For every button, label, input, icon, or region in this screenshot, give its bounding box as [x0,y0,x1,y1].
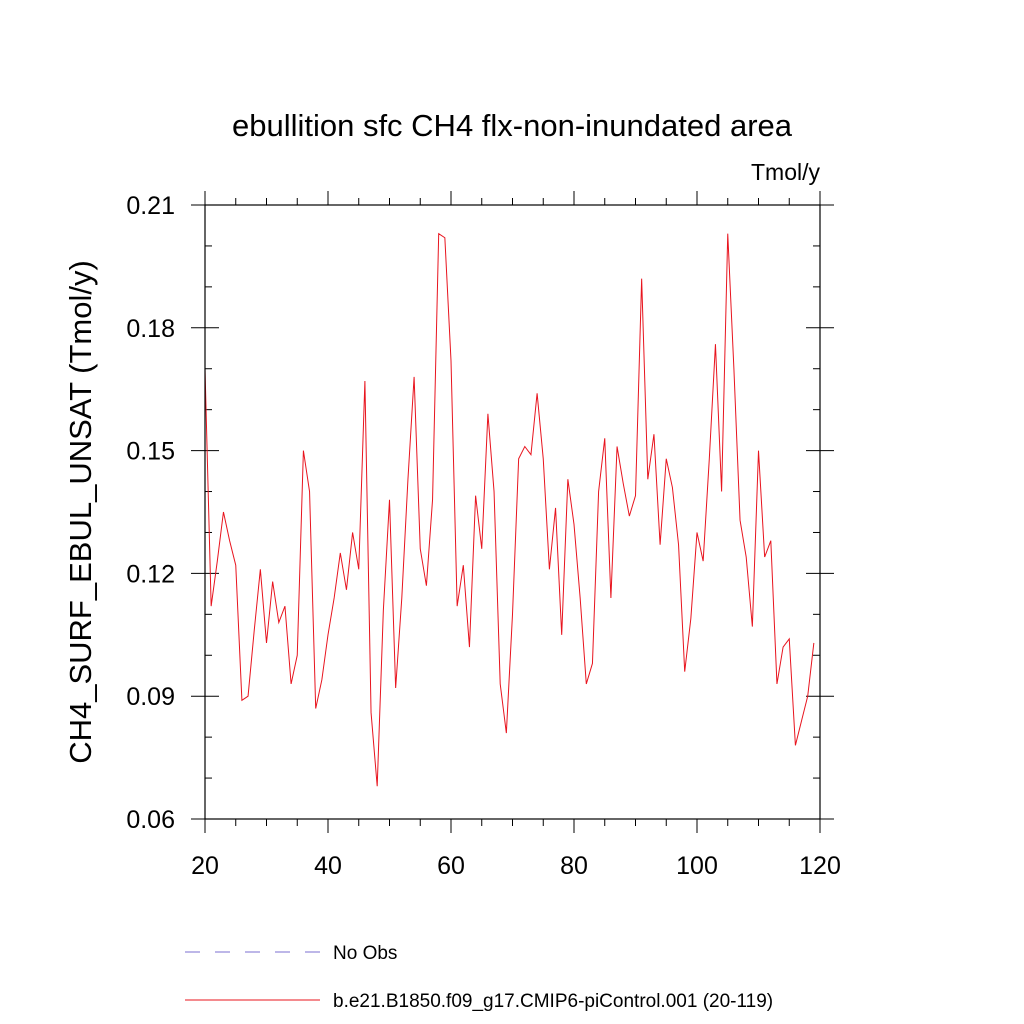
axis-ticks [191,191,834,833]
series-layer [204,232,815,787]
x-tick-label: 120 [799,852,841,880]
tick-labels: 20 40 60 80 100 120 0.06 0.09 0.12 0.15 0.18 0.21 [126,192,841,880]
y-axis-label: CH4_SURF_EBUL_UNSAT (Tmol/y) [63,260,98,764]
y-tick-label: 0.12 [126,560,175,588]
legend-label: b.e21.B1850.f09_g17.CMIP6-piControl.001 … [333,991,773,1012]
series-line [204,232,815,787]
chart-title: ebullition sfc CH4 flx-non-inundated are… [232,108,793,143]
legend: No Obs b.e21.B1850.f09_g17.CMIP6-piContro… [185,943,773,1012]
x-tick-label: 20 [191,852,219,880]
legend-label: No Obs [333,943,397,964]
x-tick-label: 100 [676,852,718,880]
x-tick-label: 80 [560,852,588,880]
y-tick-label: 0.21 [126,192,175,220]
units-label: Tmol/y [751,159,821,185]
x-tick-label: 40 [314,852,342,880]
plot-frame [204,204,821,820]
y-tick-label: 0.09 [126,683,175,711]
x-tick-label: 60 [437,852,465,880]
y-tick-label: 0.06 [126,806,175,834]
y-tick-label: 0.15 [126,438,175,466]
y-tick-label: 0.18 [126,315,175,343]
